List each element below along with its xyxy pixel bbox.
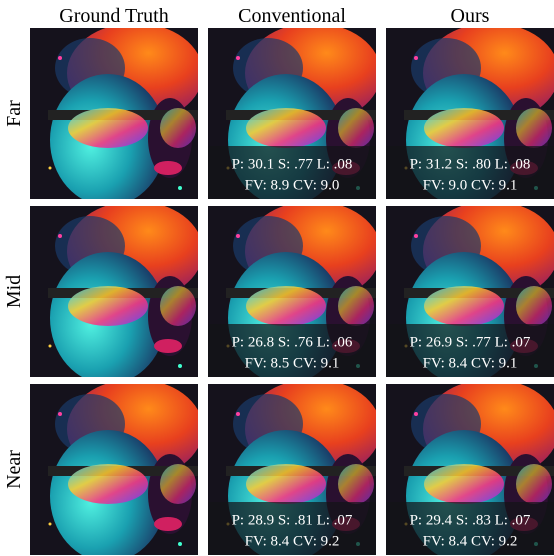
metric-text: P: 26.8 S: .76 L: .06 [232, 334, 353, 350]
image-cell: P: 31.2 S: .80 L: .08 FV: 9.0 CV: 9.1 [386, 23, 554, 206]
portrait-image [30, 201, 203, 384]
image-cell: P: 30.1 S: .77 L: .08 FV: 8.9 CV: 9.0 [208, 23, 381, 206]
metric-text: P: 31.2 S: .80 L: .08 [410, 156, 531, 172]
image-cell: P: 29.4 S: .83 L: .07 FV: 8.4 CV: 9.2 [386, 379, 554, 556]
column-header: Conventional [238, 5, 346, 27]
portrait-image [30, 379, 203, 556]
metric-text: FV: 8.4 CV: 9.1 [423, 355, 518, 371]
metric-text: FV: 9.0 CV: 9.1 [423, 177, 518, 193]
row-label: Mid [3, 275, 25, 308]
figure: Ground Truth Conventional Ours Far P: 30.1 S… [0, 0, 554, 556]
image-cell [30, 379, 203, 556]
metric-text: FV: 8.5 CV: 9.1 [245, 355, 340, 371]
image-cell [30, 23, 203, 206]
metric-text: FV: 8.4 CV: 9.2 [245, 533, 340, 549]
metric-text: P: 26.9 S: .77 L: .07 [410, 334, 531, 350]
portrait-image [30, 23, 203, 206]
metric-text: FV: 8.9 CV: 9.0 [245, 177, 340, 193]
metric-text: P: 28.9 S: .81 L: .07 [232, 512, 353, 528]
image-cell: P: 28.9 S: .81 L: .07 FV: 8.4 CV: 9.2 [208, 379, 381, 556]
row-label: Far [3, 100, 25, 127]
image-cell: P: 26.9 S: .77 L: .07 FV: 8.4 CV: 9.1 [386, 201, 554, 384]
image-cell: P: 26.8 S: .76 L: .06 FV: 8.5 CV: 9.1 [208, 201, 381, 384]
metric-text: FV: 8.4 CV: 9.2 [423, 533, 518, 549]
row-label: Near [3, 450, 25, 489]
metric-text: P: 30.1 S: .77 L: .08 [232, 156, 353, 172]
column-header: Ours [451, 5, 490, 27]
metric-text: P: 29.4 S: .83 L: .07 [410, 512, 531, 528]
image-cell [30, 201, 203, 384]
column-header: Ground Truth [59, 5, 168, 27]
